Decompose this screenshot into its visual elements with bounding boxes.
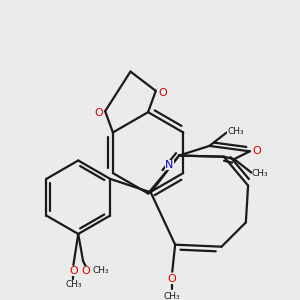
Text: O: O: [69, 266, 78, 276]
Text: N: N: [165, 160, 173, 170]
Text: CH₃: CH₃: [252, 169, 268, 178]
Text: O: O: [168, 274, 177, 284]
Text: O: O: [94, 108, 103, 118]
Text: CH₃: CH₃: [92, 266, 109, 275]
Text: CH₃: CH₃: [227, 127, 244, 136]
Text: O: O: [252, 146, 261, 156]
Text: O: O: [158, 88, 167, 98]
Text: O: O: [82, 266, 90, 276]
Text: CH₃: CH₃: [164, 292, 181, 300]
Text: CH₃: CH₃: [65, 280, 82, 289]
